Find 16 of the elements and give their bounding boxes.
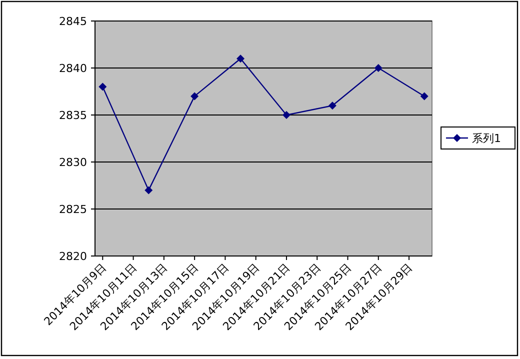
y-tick-label: 2840 <box>59 62 87 75</box>
y-tick-label: 2845 <box>59 15 87 28</box>
point <box>98 82 107 91</box>
y-tick-label: 2830 <box>59 156 87 169</box>
y-tick-label: 2835 <box>59 109 87 122</box>
point <box>282 111 290 119</box>
point <box>190 92 199 100</box>
legend: 系列1 <box>440 126 516 150</box>
y-tick-label: 2825 <box>59 203 87 216</box>
y-tick-label: 2820 <box>59 250 87 263</box>
point <box>144 186 153 194</box>
point <box>420 92 428 100</box>
point <box>236 54 245 63</box>
point <box>328 102 336 110</box>
point <box>374 64 382 72</box>
legend-label: 系列1 <box>472 132 501 145</box>
